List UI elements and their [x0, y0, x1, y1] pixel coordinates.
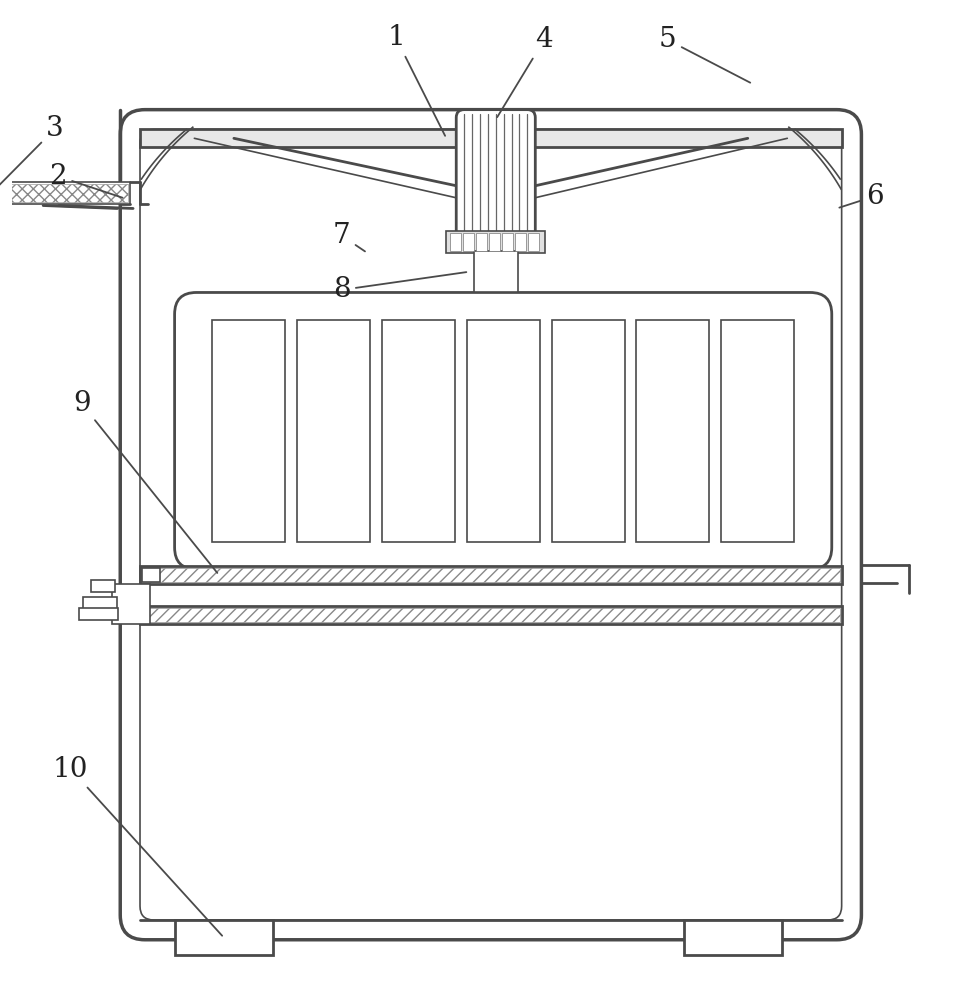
Text: 10: 10: [53, 756, 222, 936]
Text: 8: 8: [333, 272, 466, 303]
Text: 2: 2: [49, 163, 122, 198]
Bar: [528, 233, 539, 251]
Bar: [466, 320, 540, 542]
Bar: [142, 568, 840, 582]
Bar: [140, 606, 842, 624]
Bar: [142, 568, 160, 582]
Bar: [212, 320, 285, 542]
Bar: [451, 233, 462, 251]
Bar: [82, 597, 118, 610]
Bar: [489, 233, 500, 251]
Bar: [140, 566, 842, 584]
Bar: [174, 920, 273, 955]
Bar: [446, 231, 545, 253]
Text: 9: 9: [73, 390, 218, 573]
Text: 3: 3: [0, 115, 64, 191]
FancyBboxPatch shape: [121, 110, 861, 940]
Bar: [382, 320, 455, 542]
Bar: [78, 608, 119, 620]
Bar: [503, 233, 514, 251]
Bar: [140, 129, 842, 147]
Text: 6: 6: [839, 183, 884, 210]
Bar: [90, 580, 116, 592]
Bar: [113, 584, 150, 624]
Bar: [552, 320, 624, 542]
Text: 7: 7: [333, 222, 365, 251]
Bar: [683, 920, 782, 955]
Bar: [0, 184, 128, 202]
Bar: [515, 233, 526, 251]
Text: 5: 5: [659, 26, 751, 83]
Bar: [474, 251, 517, 292]
Bar: [142, 608, 840, 622]
Text: 4: 4: [497, 26, 553, 117]
Bar: [297, 320, 370, 542]
Bar: [721, 320, 794, 542]
Bar: [464, 233, 474, 251]
FancyBboxPatch shape: [457, 110, 535, 248]
Bar: [476, 233, 487, 251]
Bar: [636, 320, 710, 542]
Bar: [0, 182, 130, 204]
Text: 1: 1: [387, 24, 445, 136]
